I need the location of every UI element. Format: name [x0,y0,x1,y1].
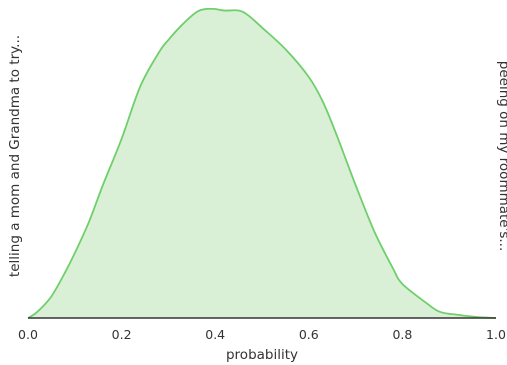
x-tick-label: 0.4 [205,327,225,342]
plot-area [27,7,497,319]
x-tick-label: 1.0 [486,327,506,342]
x-tick-label: 0.2 [112,327,132,342]
density-curve [27,7,497,319]
x-tick-labels: 0.0 0.2 0.4 0.6 0.8 1.0 [18,327,506,342]
x-tick-label: 0.8 [392,327,412,342]
density-area-fill [28,8,496,318]
x-tick-label: 0.6 [299,327,319,342]
y-axis-label-right: peeing on my roommate's... [496,61,507,251]
y-axis-label-left: telling a mom and Grandma to try... [7,35,23,277]
x-axis-label: probability [226,347,298,363]
x-tick-label: 0.0 [18,327,38,342]
